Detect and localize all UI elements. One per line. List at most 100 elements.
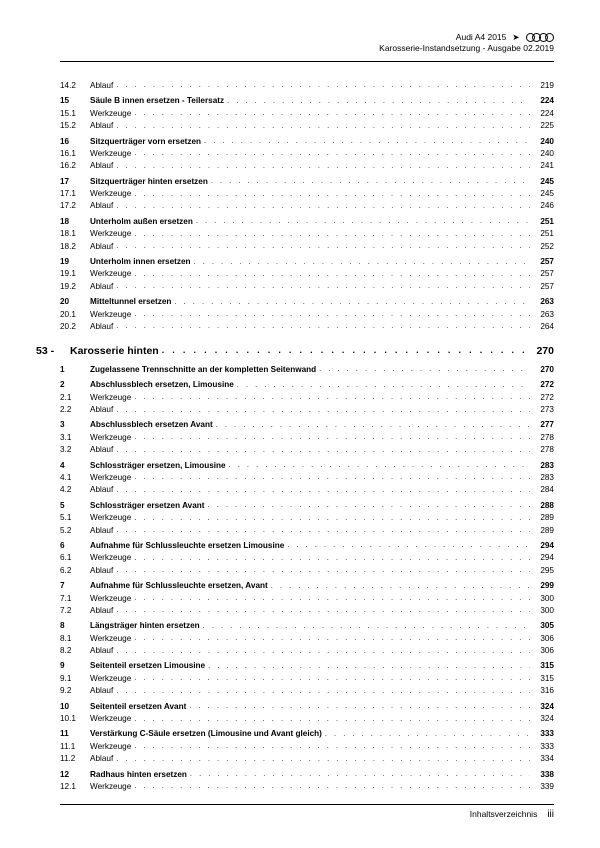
leader-dots: . . . . . . . . . . . . . . . . . . . . …: [116, 605, 530, 616]
toc-entry-number: 7.2: [60, 605, 90, 617]
toc-row: 9Seitenteil ersetzen Limousine. . . . . …: [60, 660, 554, 672]
footer-page-number: iii: [547, 809, 554, 820]
toc-row: 19.1Werkzeuge. . . . . . . . . . . . . .…: [60, 268, 554, 280]
toc-entry-number: 19.2: [60, 281, 90, 293]
toc-entry-title: Schlossträger ersetzen, Limousine: [90, 460, 229, 472]
toc-entry-page: 284: [530, 484, 554, 496]
toc-entry-page: 283: [530, 460, 554, 472]
leader-dots: . . . . . . . . . . . . . . . . . . . . …: [116, 565, 530, 576]
toc-entry-number: 3.2: [60, 444, 90, 456]
toc-entry-page: 333: [530, 728, 554, 740]
toc-row: 20Mitteltunnel ersetzen. . . . . . . . .…: [60, 296, 554, 308]
leader-dots: . . . . . . . . . . . . . . . . . . . . …: [216, 420, 530, 431]
toc-entry-page: 225: [530, 120, 554, 132]
toc-entry-page: 263: [530, 296, 554, 308]
toc-entry-number: 16.2: [60, 160, 90, 172]
toc-entry-page: 324: [530, 713, 554, 725]
header-line-2: Karosserie-Instandsetzung - Ausgabe 02.2…: [60, 43, 554, 54]
toc-row: 20.2Ablauf. . . . . . . . . . . . . . . …: [60, 321, 554, 333]
toc-entry-page: 289: [530, 512, 554, 524]
leader-dots: . . . . . . . . . . . . . . . . . . . . …: [116, 405, 530, 416]
toc-row: 16.1Werkzeuge. . . . . . . . . . . . . .…: [60, 148, 554, 160]
toc-row: 11Verstärkung C-Säule ersetzen (Limousin…: [60, 728, 554, 740]
leader-dots: . . . . . . . . . . . . . . . . . . . . …: [190, 769, 530, 780]
toc-section-b: 1Zugelassene Trennschnitte an der komple…: [60, 364, 554, 793]
toc-entry-number: 18.1: [60, 228, 90, 240]
toc-row: 2Abschlussblech ersetzen, Limousine. . .…: [60, 379, 554, 391]
toc-entry-number: 20.2: [60, 321, 90, 333]
toc-row: 7Aufnahme für Schlussleuchte ersetzen, A…: [60, 580, 554, 592]
toc-entry-title: Werkzeuge: [90, 188, 134, 200]
toc-entry-title: Ablauf: [90, 525, 116, 537]
leader-dots: . . . . . . . . . . . . . . . . . . . . …: [134, 229, 530, 240]
leader-dots: . . . . . . . . . . . . . . . . . . . . …: [134, 392, 530, 403]
toc-row: 17.2Ablauf. . . . . . . . . . . . . . . …: [60, 200, 554, 212]
toc-row: 5.1Werkzeuge. . . . . . . . . . . . . . …: [60, 512, 554, 524]
toc-entry-title: Ablauf: [90, 685, 116, 697]
leader-dots: . . . . . . . . . . . . . . . . . . . . …: [208, 661, 530, 672]
toc-entry-number: 7.1: [60, 593, 90, 605]
toc-row: 2.2Ablauf. . . . . . . . . . . . . . . .…: [60, 404, 554, 416]
leader-dots: . . . . . . . . . . . . . . . . . . . . …: [134, 741, 530, 752]
toc-row: 20.1Werkzeuge. . . . . . . . . . . . . .…: [60, 309, 554, 321]
toc-entry-number: 4.1: [60, 472, 90, 484]
toc-entry-title: Werkzeuge: [90, 633, 134, 645]
leader-dots: . . . . . . . . . . . . . . . . . . . . …: [116, 321, 530, 332]
model-text: Audi A4 2015: [456, 32, 507, 43]
toc-entry-page: 316: [530, 685, 554, 697]
page-footer: Inhaltsverzeichnis iii: [60, 804, 554, 820]
toc-entry-title: Ablauf: [90, 321, 116, 333]
leader-dots: . . . . . . . . . . . . . . . . . . . . …: [134, 781, 530, 792]
toc-entry-page: 263: [530, 309, 554, 321]
toc-entry-number: 16: [60, 136, 90, 148]
toc-entry-number: 8.2: [60, 645, 90, 657]
toc-entry-title: Werkzeuge: [90, 309, 134, 321]
toc-entry-title: Abschlussblech ersetzen, Limousine: [90, 379, 237, 391]
toc-entry-page: 294: [530, 552, 554, 564]
leader-dots: . . . . . . . . . . . . . . . . . . . . …: [162, 345, 530, 355]
toc-entry-title: Ablauf: [90, 120, 116, 132]
toc-entry-number: 8.1: [60, 633, 90, 645]
toc-entry-number: 11: [60, 728, 90, 740]
toc-row: 1Zugelassene Trennschnitte an der komple…: [60, 364, 554, 376]
toc-row: 18.1Werkzeuge. . . . . . . . . . . . . .…: [60, 228, 554, 240]
toc-entry-number: 20: [60, 296, 90, 308]
toc-entry-title: Werkzeuge: [90, 268, 134, 280]
leader-dots: . . . . . . . . . . . . . . . . . . . . …: [116, 201, 530, 212]
leader-dots: . . . . . . . . . . . . . . . . . . . . …: [325, 729, 530, 740]
toc-entry-title: Werkzeuge: [90, 148, 134, 160]
leader-dots: . . . . . . . . . . . . . . . . . . . . …: [134, 673, 530, 684]
leader-dots: . . . . . . . . . . . . . . . . . . . . …: [134, 633, 530, 644]
toc-entry-page: 224: [530, 95, 554, 107]
toc-entry-page: 277: [530, 419, 554, 431]
leader-dots: . . . . . . . . . . . . . . . . . . . . …: [227, 96, 530, 107]
leader-dots: . . . . . . . . . . . . . . . . . . . . …: [134, 472, 530, 483]
leader-dots: . . . . . . . . . . . . . . . . . . . . …: [287, 540, 530, 551]
leader-dots: . . . . . . . . . . . . . . . . . . . . …: [134, 148, 530, 159]
toc-row: 12.1Werkzeuge. . . . . . . . . . . . . .…: [60, 781, 554, 793]
toc-entry-number: 9: [60, 660, 90, 672]
toc-entry-number: 11.2: [60, 753, 90, 765]
toc-row: 4.2Ablauf. . . . . . . . . . . . . . . .…: [60, 484, 554, 496]
toc-entry-number: 16.1: [60, 148, 90, 160]
toc-entry-title: Werkzeuge: [90, 472, 134, 484]
toc-entry-number: 19.1: [60, 268, 90, 280]
leader-dots: . . . . . . . . . . . . . . . . . . . . …: [229, 460, 530, 471]
toc-entry-title: Werkzeuge: [90, 713, 134, 725]
leader-dots: . . . . . . . . . . . . . . . . . . . . …: [134, 553, 530, 564]
toc-entry-page: 305: [530, 620, 554, 632]
toc-entry-number: 15: [60, 95, 90, 107]
leader-dots: . . . . . . . . . . . . . . . . . . . . …: [134, 309, 530, 320]
leader-dots: . . . . . . . . . . . . . . . . . . . . …: [271, 581, 530, 592]
toc-body: 14.2Ablauf. . . . . . . . . . . . . . . …: [60, 80, 554, 804]
leader-dots: . . . . . . . . . . . . . . . . . . . . …: [203, 621, 530, 632]
toc-entry-page: 300: [530, 593, 554, 605]
toc-entry-number: 3: [60, 419, 90, 431]
toc-entry-title: Sitzquerträger hinten ersetzen: [90, 176, 211, 188]
toc-entry-number: 2.1: [60, 392, 90, 404]
toc-entry-page: 245: [530, 176, 554, 188]
toc-row: 18Unterholm außen ersetzen. . . . . . . …: [60, 216, 554, 228]
toc-entry-title: Aufnahme für Schlussleuchte ersetzen, Av…: [90, 580, 271, 592]
toc-entry-title: Seitenteil ersetzen Avant: [90, 701, 189, 713]
toc-row: 6Aufnahme für Schlussleuchte ersetzen Li…: [60, 540, 554, 552]
